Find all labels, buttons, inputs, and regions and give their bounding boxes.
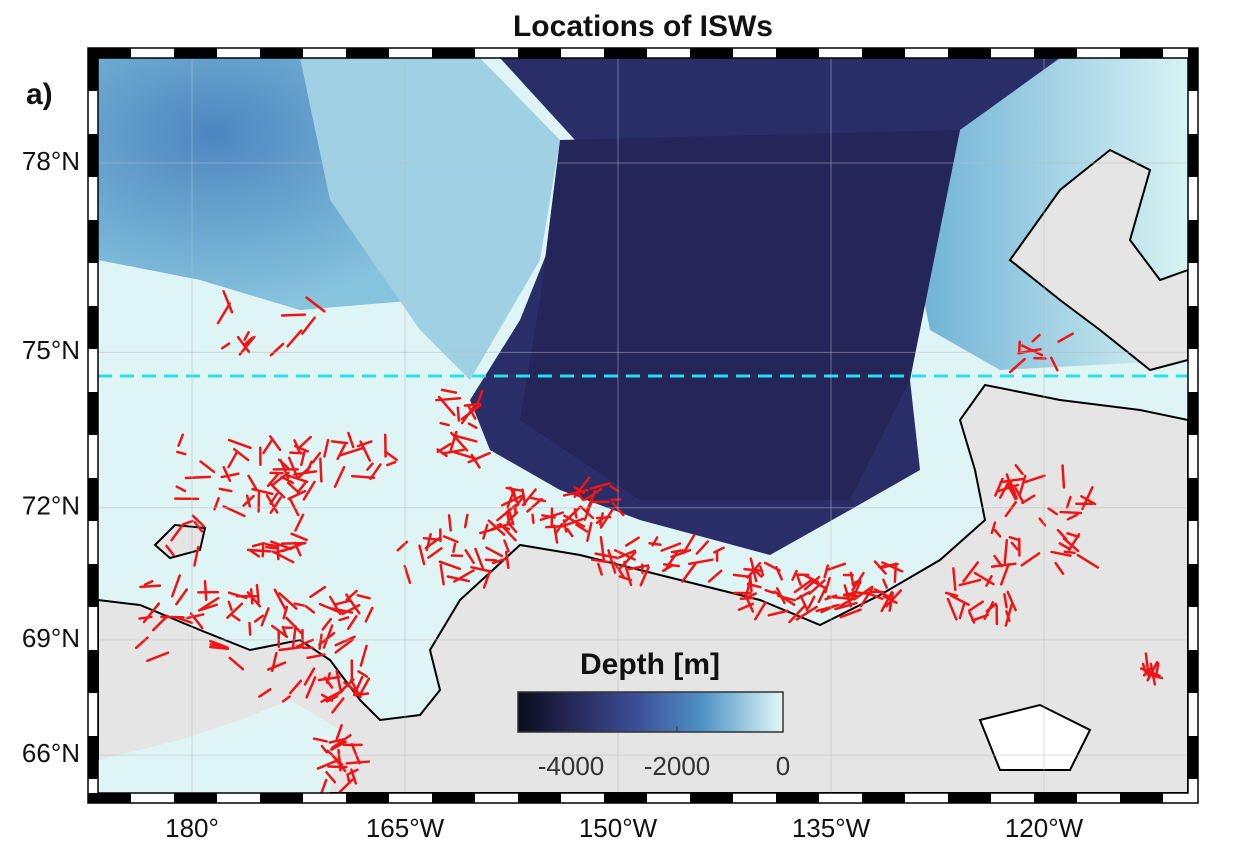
isw-mark [1019, 342, 1020, 352]
isw-mark [211, 644, 221, 646]
isw-mark [290, 453, 301, 454]
frame-segment [604, 793, 647, 803]
frame-segment [88, 650, 98, 693]
isw-mark [320, 459, 321, 482]
frame-segment [518, 48, 561, 58]
isw-mark [282, 315, 305, 316]
isw-mark [895, 564, 896, 582]
frame-segment [346, 793, 389, 803]
frame-segment [88, 564, 98, 607]
lon-tick-label: 135°W [792, 813, 871, 843]
frame-segment [1120, 793, 1163, 803]
frame-segment [88, 48, 98, 91]
colorbar-title: Depth [m] [580, 648, 720, 681]
frame-segment [1188, 306, 1198, 349]
isw-mark [533, 515, 534, 523]
isw-mark [458, 408, 459, 421]
isw-mark [266, 547, 276, 548]
frame-segment [1188, 650, 1198, 693]
colorbar-tick-label: 0 [776, 751, 790, 781]
isw-mark [352, 476, 374, 478]
frame-segment [948, 48, 991, 58]
frame-segment [1188, 392, 1198, 435]
lon-tick-label: 180° [165, 813, 219, 843]
isw-mark [249, 623, 250, 635]
frame-segment [174, 48, 217, 58]
lon-tick-label: 165°W [366, 813, 445, 843]
frame-segment [948, 793, 991, 803]
lat-tick-label: 66°N [22, 738, 80, 768]
frame-segment [690, 793, 733, 803]
frame-segment [862, 793, 905, 803]
isw-mark [453, 544, 455, 552]
frame-segment [1034, 793, 1077, 803]
frame-segment [604, 48, 647, 58]
lon-tick-label: 120°W [1005, 813, 1084, 843]
isw-mark [257, 585, 259, 602]
isw-mark [186, 477, 210, 478]
frame-segment [690, 48, 733, 58]
frame-segment [174, 793, 217, 803]
frame-segment [260, 48, 303, 58]
frame-segment [1188, 478, 1198, 521]
lat-tick-label: 69°N [22, 623, 80, 653]
colorbar-tick-label: -2000 [644, 751, 711, 781]
frame-segment [1188, 134, 1198, 177]
frame-segment [1188, 48, 1198, 91]
frame-segment [1188, 220, 1198, 263]
isw-mark [347, 762, 369, 764]
isw-mark [575, 509, 577, 517]
lat-tick-label: 78°N [22, 146, 80, 176]
lat-tick-label: 75°N [22, 335, 80, 365]
frame-segment [518, 793, 561, 803]
isw-mark [465, 404, 480, 406]
lon-tick-label: 150°W [579, 813, 658, 843]
lat-tick-label: 72°N [22, 491, 80, 521]
frame-segment [88, 306, 98, 349]
isw-mark [486, 560, 496, 561]
isw-mark [1157, 663, 1159, 673]
colorbar-tick-label: -4000 [538, 751, 605, 781]
isw-mark [161, 617, 183, 618]
frame-segment [88, 220, 98, 263]
frame-segment [346, 48, 389, 58]
isw-mark [844, 593, 853, 595]
frame-segment [862, 48, 905, 58]
frame-segment [1188, 564, 1198, 607]
frame-segment [776, 48, 819, 58]
frame-segment [1188, 736, 1198, 779]
isw-mark [141, 586, 160, 587]
frame-segment [776, 793, 819, 803]
frame-segment [88, 793, 131, 803]
isw-mark [328, 766, 346, 767]
panel-label: a) [26, 78, 53, 111]
map-area [98, 58, 1188, 793]
frame-segment [1034, 48, 1077, 58]
isw-mark [251, 589, 252, 603]
isw-mark [750, 575, 751, 591]
title: Locations of ISWs [513, 10, 773, 43]
isw-mark [1065, 552, 1075, 553]
frame-segment [432, 793, 475, 803]
frame-segment [1120, 48, 1163, 58]
isw-mark [1061, 512, 1081, 513]
frame-segment [88, 392, 98, 435]
frame-segment [432, 48, 475, 58]
frame-segment [260, 793, 303, 803]
isw-mark [1063, 466, 1064, 488]
frame-segment [88, 134, 98, 177]
frame-segment [88, 736, 98, 779]
frame-segment [88, 478, 98, 521]
isw-mark [650, 543, 661, 545]
isw-mark [449, 515, 451, 530]
isw-mark [205, 581, 206, 599]
colorbar [518, 692, 783, 732]
isw-mark [282, 543, 305, 544]
